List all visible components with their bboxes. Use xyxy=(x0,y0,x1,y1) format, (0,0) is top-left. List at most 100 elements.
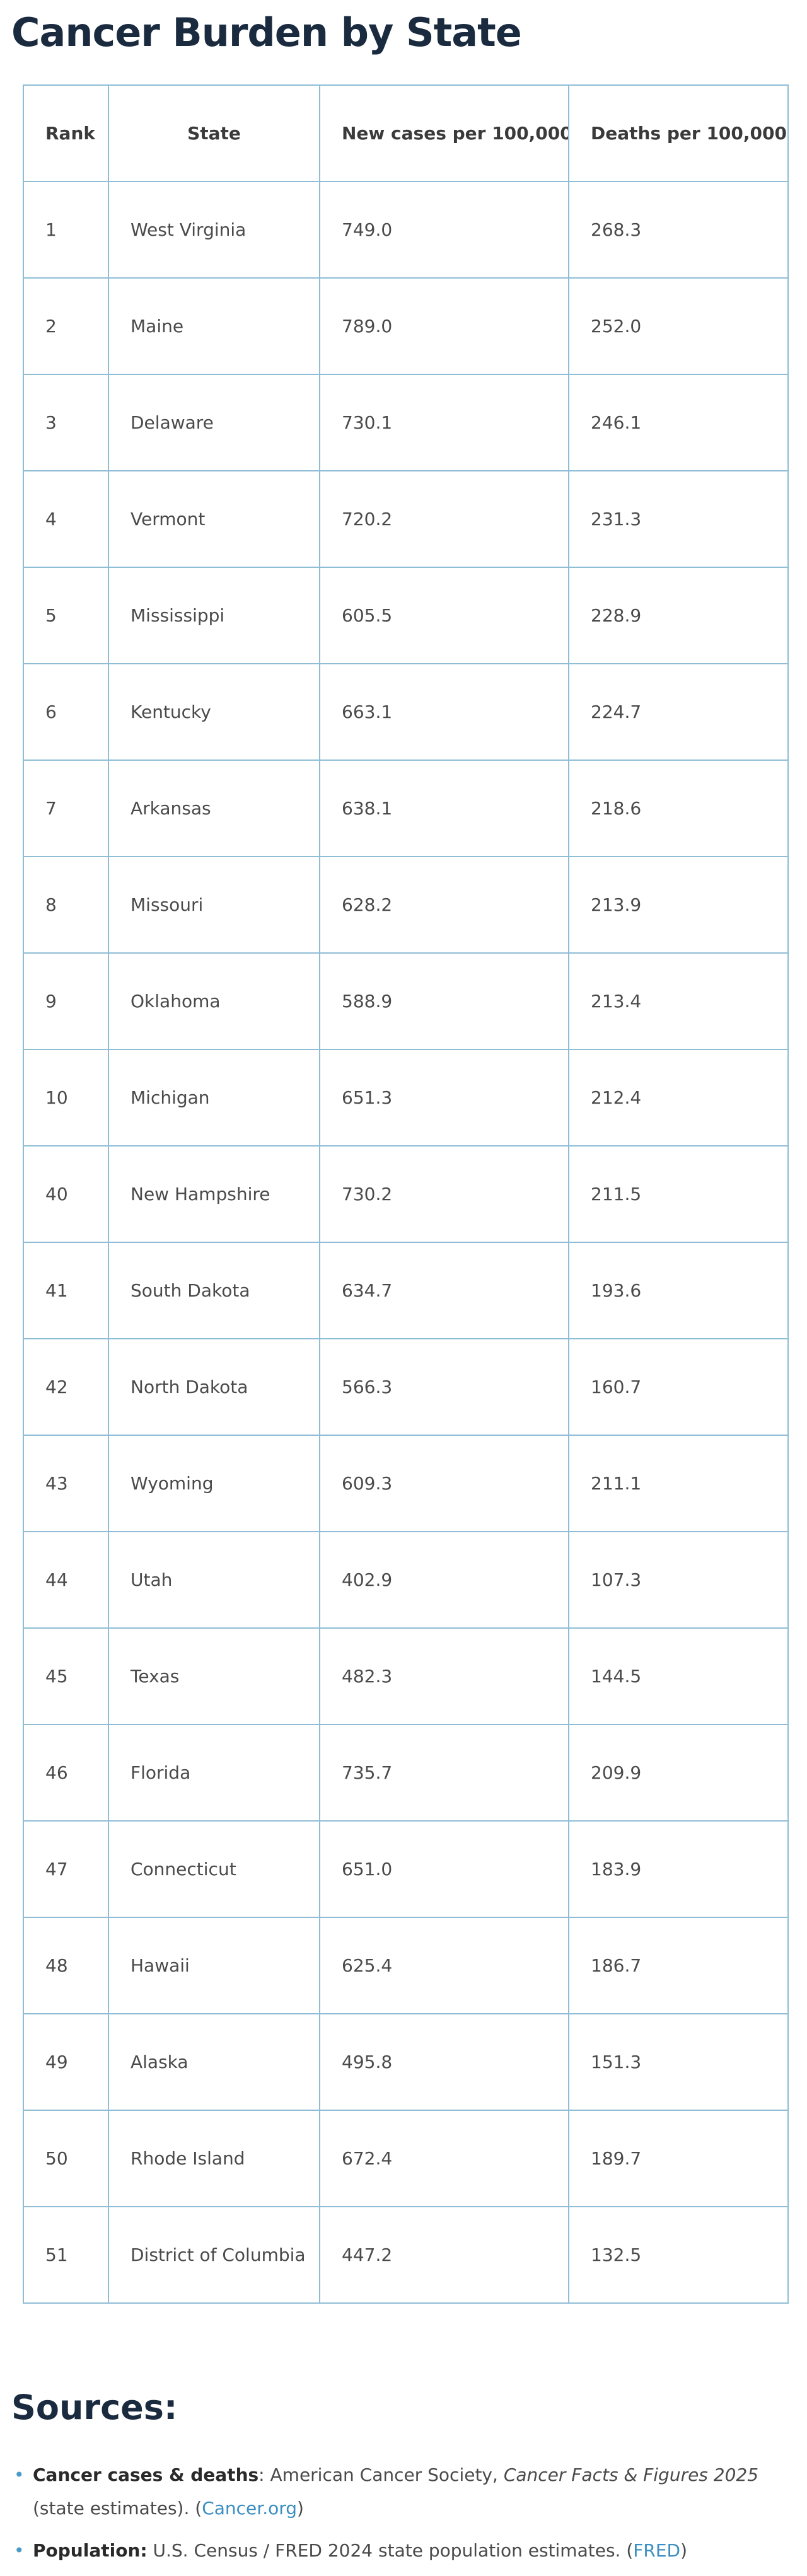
table-row: 9 Oklahoma 588.9 213.4 xyxy=(23,952,789,1050)
cell-rank: 8 xyxy=(23,856,109,954)
cell-new-cases: 730.1 xyxy=(319,374,569,471)
cell-state: Rhode Island xyxy=(108,2110,320,2207)
cell-new-cases: 628.2 xyxy=(319,856,569,954)
cell-new-cases: 566.3 xyxy=(319,1338,569,1436)
source-label: Cancer cases & deaths xyxy=(33,2464,259,2485)
table-row: 1 West Virginia 749.0 268.3 xyxy=(23,181,789,279)
table-row: 5 Mississippi 605.5 228.9 xyxy=(23,567,789,664)
cell-deaths: 107.3 xyxy=(568,1531,789,1629)
cell-deaths: 212.4 xyxy=(568,1049,789,1146)
page-title: Cancer Burden by State xyxy=(11,9,522,55)
cell-state: Arkansas xyxy=(108,760,320,857)
cell-new-cases: 672.4 xyxy=(319,2110,569,2207)
cell-rank: 48 xyxy=(23,1917,109,2014)
cell-deaths: 160.7 xyxy=(568,1338,789,1436)
cell-deaths: 209.9 xyxy=(568,1724,789,1822)
source-text-after: (state estimates). ( xyxy=(33,2498,202,2519)
table-row: 44 Utah 402.9 107.3 xyxy=(23,1531,789,1629)
cell-deaths: 246.1 xyxy=(568,374,789,471)
cell-deaths: 231.3 xyxy=(568,470,789,568)
source-label: Population: xyxy=(33,2540,148,2561)
cell-new-cases: 638.1 xyxy=(319,760,569,857)
cell-state: South Dakota xyxy=(108,1242,320,1339)
cell-rank: 1 xyxy=(23,181,109,279)
cell-state: Vermont xyxy=(108,470,320,568)
cell-deaths: 144.5 xyxy=(568,1627,789,1725)
cell-rank: 47 xyxy=(23,1820,109,1918)
table-header-row: Rank State New cases per 100,000 Deaths … xyxy=(23,84,789,182)
table-row: 49 Alaska 495.8 151.3 xyxy=(23,2013,789,2111)
cell-deaths: 211.5 xyxy=(568,1145,789,1243)
cell-deaths: 268.3 xyxy=(568,181,789,279)
cell-deaths: 151.3 xyxy=(568,2013,789,2111)
header-state: State xyxy=(108,84,320,182)
cell-rank: 43 xyxy=(23,1435,109,1532)
cell-state: Alaska xyxy=(108,2013,320,2111)
cell-rank: 9 xyxy=(23,952,109,1050)
cell-state: Wyoming xyxy=(108,1435,320,1532)
cell-deaths: 252.0 xyxy=(568,277,789,375)
cell-new-cases: 402.9 xyxy=(319,1531,569,1629)
table-row: 43 Wyoming 609.3 211.1 xyxy=(23,1435,789,1532)
cell-rank: 41 xyxy=(23,1242,109,1339)
cell-new-cases: 730.2 xyxy=(319,1145,569,1243)
table-row: 45 Texas 482.3 144.5 xyxy=(23,1627,789,1725)
cell-rank: 49 xyxy=(23,2013,109,2111)
table-row: 50 Rhode Island 672.4 189.7 xyxy=(23,2110,789,2207)
cell-state: Michigan xyxy=(108,1049,320,1146)
cell-deaths: 213.9 xyxy=(568,856,789,954)
cell-rank: 3 xyxy=(23,374,109,471)
cell-state: Mississippi xyxy=(108,567,320,664)
cell-new-cases: 789.0 xyxy=(319,277,569,375)
table-row: 7 Arkansas 638.1 218.6 xyxy=(23,760,789,857)
cancer-org-link[interactable]: Cancer.org xyxy=(202,2498,298,2519)
cell-rank: 4 xyxy=(23,470,109,568)
cell-new-cases: 609.3 xyxy=(319,1435,569,1532)
cell-new-cases: 749.0 xyxy=(319,181,569,279)
cell-new-cases: 651.0 xyxy=(319,1820,569,1918)
cell-state: Delaware xyxy=(108,374,320,471)
source-publication: Cancer Facts & Figures 2025 xyxy=(503,2464,759,2485)
source-text: U.S. Census / FRED 2024 state population… xyxy=(153,2540,634,2561)
cell-rank: 42 xyxy=(23,1338,109,1436)
table-body: 1 West Virginia 749.0 268.3 2 Maine 789.0 252.0… xyxy=(23,181,789,2304)
cancer-burden-table: Rank State New cases per 100,000 Deaths … xyxy=(23,84,789,2304)
cell-rank: 5 xyxy=(23,567,109,664)
bullet-icon: • xyxy=(14,2464,25,2485)
source-text: American Cancer Society, xyxy=(270,2464,504,2485)
cell-deaths: 224.7 xyxy=(568,663,789,761)
source-item-cancer: • Cancer cases & deaths: American Cancer… xyxy=(14,2458,777,2525)
header-new-cases: New cases per 100,000 xyxy=(319,84,569,182)
sources-list: • Cancer cases & deaths: American Cancer… xyxy=(14,2458,777,2576)
table-row: 3 Delaware 730.1 246.1 xyxy=(23,374,789,471)
cell-deaths: 213.4 xyxy=(568,952,789,1050)
cell-deaths: 189.7 xyxy=(568,2110,789,2207)
bullet-icon: • xyxy=(14,2540,25,2561)
table-row: 41 South Dakota 634.7 193.6 xyxy=(23,1242,789,1339)
cell-rank: 2 xyxy=(23,277,109,375)
table-row: 40 New Hampshire 730.2 211.5 xyxy=(23,1145,789,1243)
cell-state: District of Columbia xyxy=(108,2206,320,2304)
cell-new-cases: 651.3 xyxy=(319,1049,569,1146)
table-row: 8 Missouri 628.2 213.9 xyxy=(23,856,789,954)
table-row: 2 Maine 789.0 252.0 xyxy=(23,277,789,375)
fred-link[interactable]: FRED xyxy=(633,2540,681,2561)
cell-rank: 51 xyxy=(23,2206,109,2304)
cell-state: West Virginia xyxy=(108,181,320,279)
cell-deaths: 211.1 xyxy=(568,1435,789,1532)
cell-deaths: 132.5 xyxy=(568,2206,789,2304)
cell-state: Connecticut xyxy=(108,1820,320,1918)
table-row: 42 North Dakota 566.3 160.7 xyxy=(23,1338,789,1436)
table-row: 48 Hawaii 625.4 186.7 xyxy=(23,1917,789,2014)
cell-rank: 40 xyxy=(23,1145,109,1243)
cell-state: New Hampshire xyxy=(108,1145,320,1243)
sources-heading: Sources: xyxy=(11,2388,178,2427)
cell-deaths: 186.7 xyxy=(568,1917,789,2014)
cell-new-cases: 720.2 xyxy=(319,470,569,568)
cell-state: Utah xyxy=(108,1531,320,1629)
cell-rank: 10 xyxy=(23,1049,109,1146)
cell-deaths: 193.6 xyxy=(568,1242,789,1339)
cell-rank: 45 xyxy=(23,1627,109,1725)
cell-state: Hawaii xyxy=(108,1917,320,2014)
